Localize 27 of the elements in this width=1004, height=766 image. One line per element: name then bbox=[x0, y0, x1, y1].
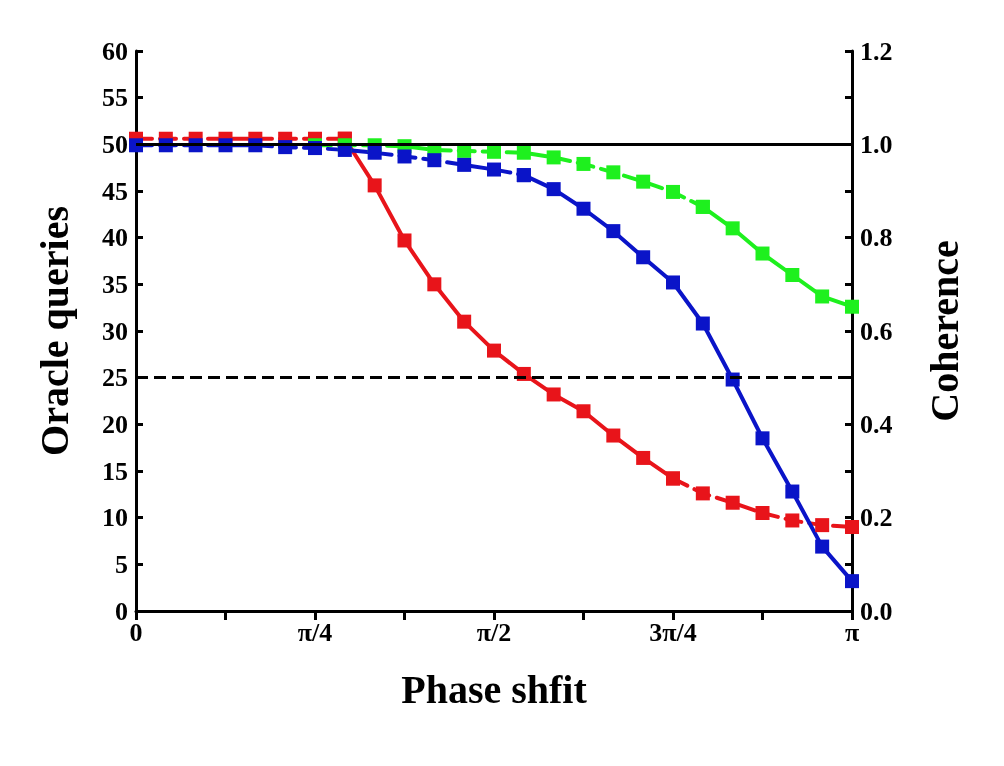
y-axis-title: Oracle queries bbox=[31, 206, 77, 456]
y2-tick-label: 0.4 bbox=[860, 409, 893, 439]
y-tick-label: 55 bbox=[102, 83, 128, 113]
y2-tick-label: 0.0 bbox=[860, 596, 893, 626]
x-tick-label: π/4 bbox=[297, 617, 333, 647]
y2-tick-label: 0.6 bbox=[860, 316, 893, 346]
x-axis-title: Phase shfit bbox=[401, 666, 588, 712]
y-tick-label: 35 bbox=[102, 269, 128, 299]
y2-tick-label: 0.8 bbox=[860, 223, 893, 253]
y-tick-label: 40 bbox=[102, 223, 128, 253]
y-tick-label: 10 bbox=[102, 503, 128, 533]
x-tick-label: π/2 bbox=[476, 617, 512, 647]
y-tick-label: 60 bbox=[102, 36, 128, 66]
y2-axis-title: Coherence bbox=[921, 240, 967, 422]
y2-tick-label: 1.0 bbox=[860, 129, 893, 159]
y-tick-label: 5 bbox=[115, 549, 128, 579]
y-tick-label: 45 bbox=[102, 176, 128, 206]
y-tick-label: 20 bbox=[102, 409, 128, 439]
y-tick-label: 30 bbox=[102, 316, 128, 346]
x-tick-label: 3π/4 bbox=[649, 617, 697, 647]
y-tick-label: 50 bbox=[102, 129, 128, 159]
y-tick-label: 25 bbox=[102, 363, 128, 393]
y-tick-label: 0 bbox=[115, 596, 128, 626]
y2-tick-label: 1.2 bbox=[860, 36, 893, 66]
x-tick-label: π bbox=[844, 617, 860, 647]
y2-tick-label: 0.2 bbox=[860, 503, 893, 533]
y-tick-label: 15 bbox=[102, 456, 128, 486]
